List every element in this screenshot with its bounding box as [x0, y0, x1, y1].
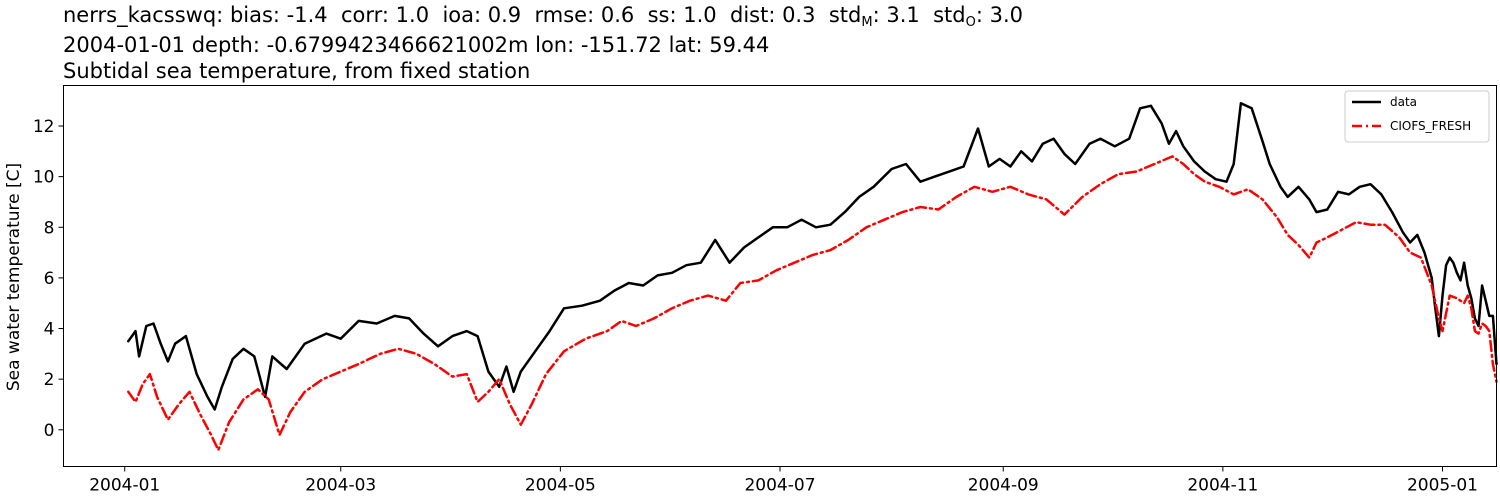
y-tick-label: 10 — [33, 168, 55, 188]
series-line-ciofs-fresh — [127, 155, 1498, 452]
legend-box — [1344, 90, 1490, 143]
stat-dist: dist: 0.3 — [729, 3, 816, 27]
y-tick-label: 6 — [44, 269, 55, 289]
series-layer — [127, 101, 1498, 452]
legend-label-ciofs: CIOFS_FRESH — [1390, 119, 1471, 133]
x-tick-label: 2004-07 — [744, 476, 815, 496]
y-tick-label: 8 — [44, 218, 55, 238]
station-name: nerrs_kacsswq: — [63, 3, 224, 27]
y-tick-label: 12 — [33, 117, 55, 137]
x-tick-label: 2004-05 — [525, 476, 596, 496]
y-tick-label: 0 — [44, 421, 55, 441]
chart-title-stats: nerrs_kacsswq: bias: -1.4 corr: 1.0 ioa:… — [63, 3, 1023, 30]
axes: 2004-01 2004-03 2004-05 2004-07 2004-09 2004-… — [33, 117, 1478, 495]
stat-rmse: rmse: 0.6 — [534, 3, 635, 27]
stat-ioa: ioa: 0.9 — [442, 3, 522, 27]
legend-label-data: data — [1390, 95, 1417, 109]
x-tick-label: 2004-09 — [968, 476, 1039, 496]
plot-frame — [63, 85, 1497, 467]
stat-std-obs: stdO: 3.0 — [933, 3, 1023, 30]
x-tick-label: 2004-11 — [1187, 476, 1258, 496]
chart-subtitle-description: Subtidal sea temperature, from fixed sta… — [63, 59, 531, 83]
series-line-data — [127, 101, 1498, 411]
y-axis-label: Sea water temperature [C] — [4, 163, 24, 391]
x-tick-label: 2005-01 — [1407, 476, 1478, 496]
x-tick-label: 2004-03 — [305, 476, 376, 496]
x-tick-label: 2004-01 — [89, 476, 160, 496]
y-tick-label: 2 — [44, 370, 55, 390]
chart-subtitle-location: 2004-01-01 depth: -0.6799423466621002m l… — [63, 33, 770, 57]
stat-ss: ss: 1.0 — [647, 3, 717, 27]
stat-bias: bias: -1.4 — [229, 3, 328, 27]
y-tick-label: 4 — [44, 320, 55, 340]
stat-corr: corr: 1.0 — [341, 3, 430, 27]
stat-std-model: stdM: 3.1 — [828, 3, 920, 30]
legend: data CIOFS_FRESH — [1344, 90, 1490, 143]
